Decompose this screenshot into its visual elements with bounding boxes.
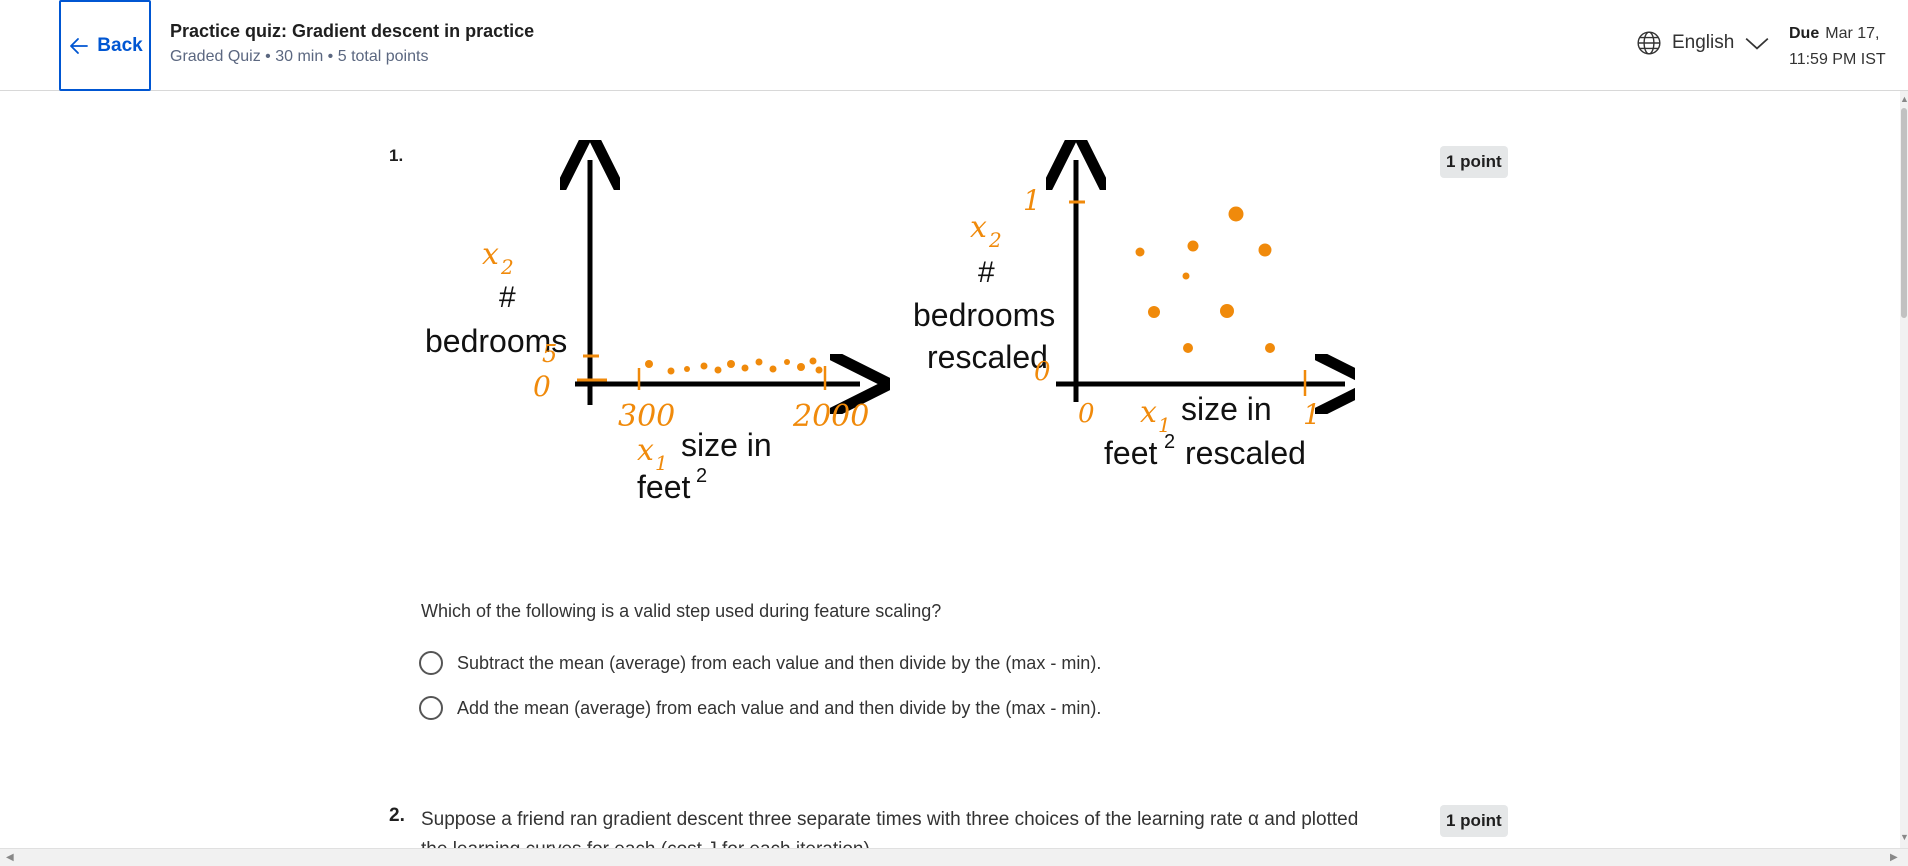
radio-button[interactable] <box>419 696 443 720</box>
right-data-point <box>1183 343 1193 353</box>
left-data-point <box>769 365 777 373</box>
points-badge: 1 point <box>1440 805 1508 837</box>
left-y-sub: 2 <box>500 255 514 279</box>
right-x-label2: feet <box>1104 435 1157 471</box>
scroll-left-icon[interactable]: ◀ <box>6 852 14 863</box>
left-data-point <box>645 360 653 368</box>
answer-option[interactable]: Add the mean (average) from each value a… <box>419 696 1101 720</box>
due-label: Due <box>1789 25 1820 42</box>
left-data-point <box>784 359 790 365</box>
due-date-value: Mar 17, <box>1825 25 1880 42</box>
right-x-tick-zero: 0 <box>1078 399 1095 429</box>
right-data-point <box>1265 343 1275 353</box>
vertical-scrollbar-thumb[interactable] <box>1901 108 1907 318</box>
left-data-point <box>700 362 708 370</box>
page-title: Practice quiz: Gradient descent in pract… <box>170 21 535 41</box>
option-label: Subtract the mean (average) from each va… <box>457 652 1102 673</box>
left-data-point <box>809 357 817 365</box>
language-selector[interactable]: English <box>1636 30 1770 56</box>
due-time: 11:59 PM IST <box>1789 51 1886 68</box>
right-y-var: x <box>970 210 987 245</box>
right-x-tick-max: 1 <box>1303 398 1321 431</box>
points-badge: 1 point <box>1440 146 1508 178</box>
left-x-sub: 1 <box>655 451 668 475</box>
left-y-tick-top: 5 <box>542 340 557 368</box>
right-y-label: bedrooms <box>913 297 1055 333</box>
scroll-up-icon[interactable]: ▲ <box>1900 94 1908 104</box>
right-data-points <box>1135 206 1275 353</box>
back-button[interactable]: Back <box>59 0 151 91</box>
left-data-point <box>797 363 805 371</box>
right-data-point <box>1228 206 1244 222</box>
left-data-point <box>755 358 763 366</box>
left-data-point <box>684 366 690 372</box>
left-data-point <box>741 364 749 372</box>
right-data-point <box>1187 240 1199 252</box>
right-y-tick-top: 1 <box>1023 184 1041 217</box>
quiz-header: Back Practice quiz: Gradient descent in … <box>0 0 1908 91</box>
left-y-hash: # <box>499 281 516 314</box>
right-data-point <box>1258 243 1272 257</box>
horizontal-scrollbar[interactable] <box>0 848 1908 866</box>
right-x-sup: 2 <box>1164 431 1175 453</box>
left-plot: x 2 # bedrooms 5 0 300 2000 x 1 size in … <box>425 160 869 505</box>
question-text: Which of the following is a valid step u… <box>421 601 942 621</box>
vertical-scrollbar[interactable] <box>1900 91 1908 848</box>
arrow-left-icon <box>70 37 89 54</box>
right-y-tick-zero: 0 <box>1034 357 1051 387</box>
question-number: 2. <box>389 805 405 826</box>
right-data-point <box>1182 272 1190 280</box>
right-y-label2: rescaled <box>927 339 1048 375</box>
left-data-points <box>645 357 823 375</box>
left-x-sup: 2 <box>696 465 707 487</box>
left-x-tick-min: 300 <box>618 399 675 434</box>
left-y-tick-zero: 0 <box>533 370 551 403</box>
back-label: Back <box>97 34 143 56</box>
answer-option[interactable]: Subtract the mean (average) from each va… <box>419 651 1101 675</box>
left-y-label: bedrooms <box>425 323 567 359</box>
left-x-var: x <box>637 433 654 468</box>
left-data-point <box>727 360 735 368</box>
option-label: Add the mean (average) from each value a… <box>457 697 1102 718</box>
left-x-tick-max: 2000 <box>792 399 869 434</box>
right-y-hash: # <box>978 256 995 289</box>
radio-button[interactable] <box>419 651 443 675</box>
globe-icon <box>1637 31 1661 55</box>
quiz-meta: Graded Quiz • 30 min • 5 total points <box>170 48 429 65</box>
right-x-var: x <box>1140 395 1157 430</box>
left-x-label2: feet <box>637 469 690 505</box>
right-x-sub: 1 <box>1158 413 1171 437</box>
due-date: Due Mar 17, 11:59 PM IST <box>1789 21 1886 73</box>
right-data-point <box>1220 304 1234 318</box>
right-y-sub: 2 <box>988 228 1002 252</box>
right-x-label3: rescaled <box>1185 435 1306 471</box>
scroll-down-icon[interactable]: ▼ <box>1900 832 1908 842</box>
scroll-right-icon[interactable]: ▶ <box>1890 852 1898 863</box>
language-label: English <box>1672 32 1735 53</box>
right-data-point <box>1148 306 1160 318</box>
left-x-label: size in <box>681 427 772 463</box>
right-plot: x 2 # bedrooms rescaled 1 0 0 1 x 1 size… <box>913 160 1345 471</box>
right-x-label: size in <box>1181 391 1272 427</box>
left-data-point <box>815 366 823 374</box>
question-number: 1. <box>389 146 404 165</box>
feature-scaling-figure: x 2 # bedrooms 5 0 300 2000 x 1 size in … <box>425 140 1355 505</box>
left-y-var: x <box>482 237 499 272</box>
left-data-point <box>667 367 675 375</box>
left-data-point <box>714 366 722 374</box>
chevron-down-icon <box>1745 38 1769 50</box>
right-data-point <box>1135 247 1145 257</box>
